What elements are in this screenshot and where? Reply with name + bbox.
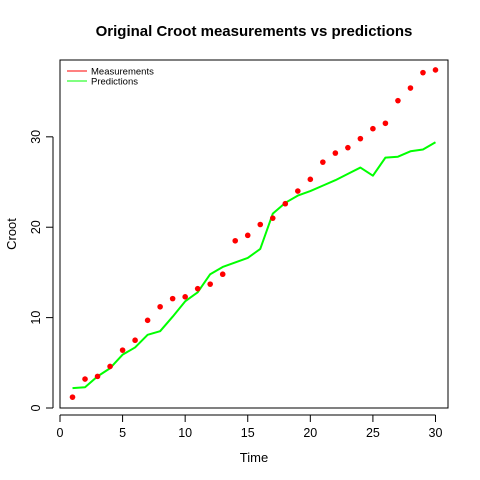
- legend-label: Predictions: [91, 77, 138, 88]
- measurement-point: [182, 294, 188, 300]
- measurement-point: [307, 176, 314, 183]
- measurement-point: [382, 120, 389, 127]
- measurement-point: [219, 271, 226, 278]
- y-axis: 0 10 20 30: [29, 130, 54, 411]
- measurement-point: [119, 347, 126, 353]
- x-tick-label: 10: [178, 426, 192, 440]
- chart-title: Original Croot measurements vs predictio…: [96, 23, 413, 40]
- x-axis: 0 5 10 15 20 25 30: [57, 414, 443, 440]
- x-tick-label: 15: [241, 426, 255, 440]
- measurement-point: [332, 150, 339, 156]
- measurement-point: [132, 337, 138, 344]
- measurement-point: [94, 373, 101, 380]
- x-tick-label: 30: [429, 426, 443, 440]
- measurement-point: [144, 317, 151, 324]
- measurement-point: [169, 295, 176, 302]
- measurement-point: [320, 159, 326, 165]
- measurement-point: [395, 97, 401, 104]
- measurement-point: [370, 125, 376, 132]
- measurement-point: [207, 281, 213, 287]
- measurement-point: [407, 85, 414, 91]
- measurement-point: [257, 221, 264, 228]
- y-tick-label: 0: [29, 404, 43, 411]
- y-tick-label: 30: [29, 130, 43, 144]
- series-layer: [69, 67, 439, 400]
- measurement-point: [69, 394, 76, 400]
- measurement-point: [107, 363, 113, 370]
- measurement-point: [295, 188, 301, 194]
- measurement-point: [194, 285, 201, 292]
- x-axis-label: Time: [240, 450, 268, 465]
- x-tick-label: 20: [303, 426, 317, 440]
- measurement-point: [357, 135, 364, 142]
- y-tick-label: 10: [29, 311, 43, 325]
- x-tick-label: 5: [119, 426, 126, 440]
- x-tick-label: 25: [366, 426, 380, 440]
- measurement-point: [282, 200, 289, 207]
- plot-box: [59, 59, 449, 409]
- y-axis-label: Croot: [4, 218, 19, 250]
- measurement-point: [345, 144, 351, 151]
- legend-label: Measurements: [91, 67, 154, 78]
- measurement-point: [432, 67, 439, 73]
- measurement-point: [232, 237, 239, 244]
- x-tick-label: 0: [57, 426, 64, 440]
- measurement-point: [269, 215, 276, 221]
- predictions-line: [72, 141, 436, 390]
- measurement-point: [244, 232, 251, 239]
- measurement-point: [82, 376, 88, 382]
- y-tick-label: 20: [29, 220, 43, 234]
- measurement-point: [157, 303, 163, 310]
- measurement-point: [420, 69, 426, 76]
